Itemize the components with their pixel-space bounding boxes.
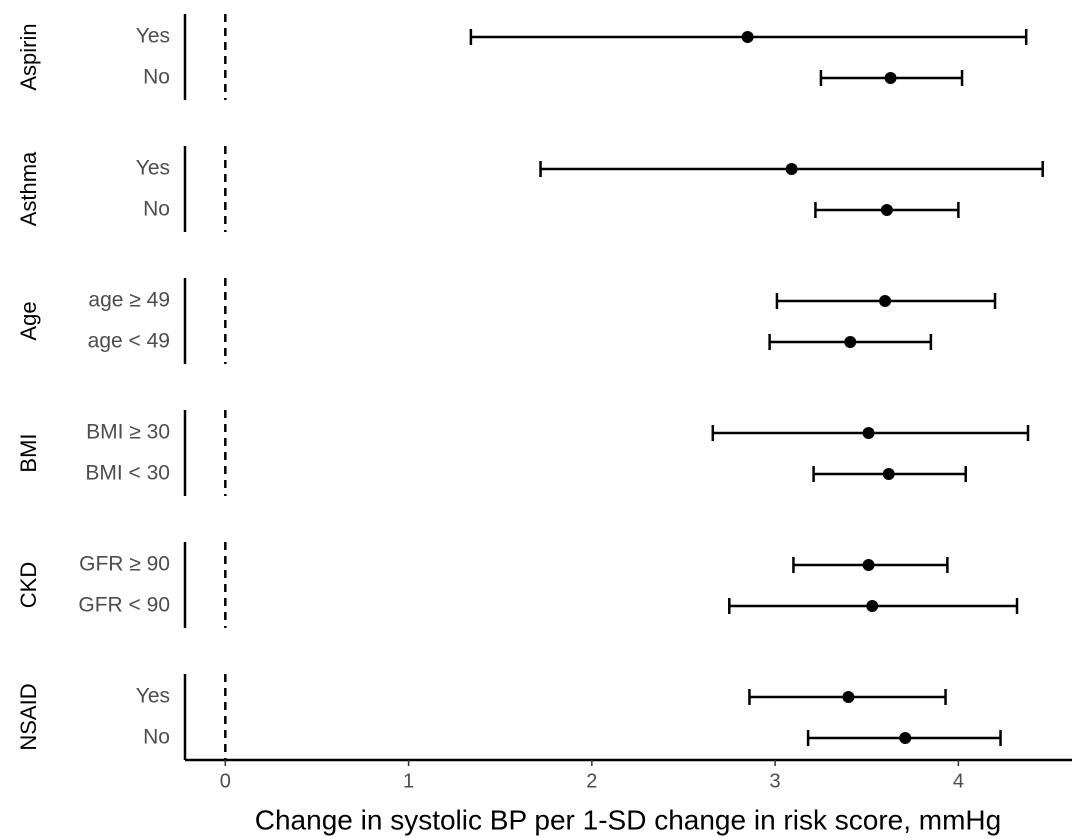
- group-label: Aspirin: [16, 23, 41, 90]
- category-label: Yes: [136, 685, 170, 708]
- point: [866, 600, 879, 612]
- category-label: Yes: [136, 157, 170, 180]
- category-label: BMI < 30: [85, 462, 170, 485]
- x-tick-label: 2: [586, 770, 597, 792]
- category-label: age ≥ 49: [88, 289, 170, 312]
- x-tick-label: 0: [220, 770, 231, 792]
- group-label: NSAID: [16, 683, 41, 750]
- x-tick-label: 4: [953, 770, 964, 792]
- category-label: age < 49: [88, 330, 170, 353]
- group-label: BMI: [16, 433, 41, 472]
- point: [899, 732, 912, 744]
- category-label: No: [143, 726, 170, 749]
- point: [879, 295, 892, 307]
- point: [741, 31, 754, 43]
- point: [844, 336, 857, 348]
- point: [862, 427, 875, 439]
- point: [842, 691, 855, 703]
- x-tick-label: 1: [403, 770, 414, 792]
- point: [880, 204, 893, 216]
- category-label: No: [143, 198, 170, 221]
- category-label: Yes: [136, 25, 170, 48]
- x-axis-title: Change in systolic BP per 1-SD change in…: [255, 804, 1001, 835]
- group-label: Asthma: [16, 151, 41, 226]
- point: [785, 163, 798, 175]
- point: [882, 468, 895, 480]
- point: [862, 559, 875, 571]
- category-label: No: [143, 66, 170, 89]
- category-label: BMI ≥ 30: [86, 421, 170, 444]
- group-label: CKD: [16, 562, 41, 608]
- group-label: Age: [16, 301, 41, 340]
- x-tick-label: 3: [770, 770, 781, 792]
- category-label: GFR ≥ 90: [79, 553, 170, 576]
- point: [884, 72, 897, 84]
- category-label: GFR < 90: [78, 594, 170, 617]
